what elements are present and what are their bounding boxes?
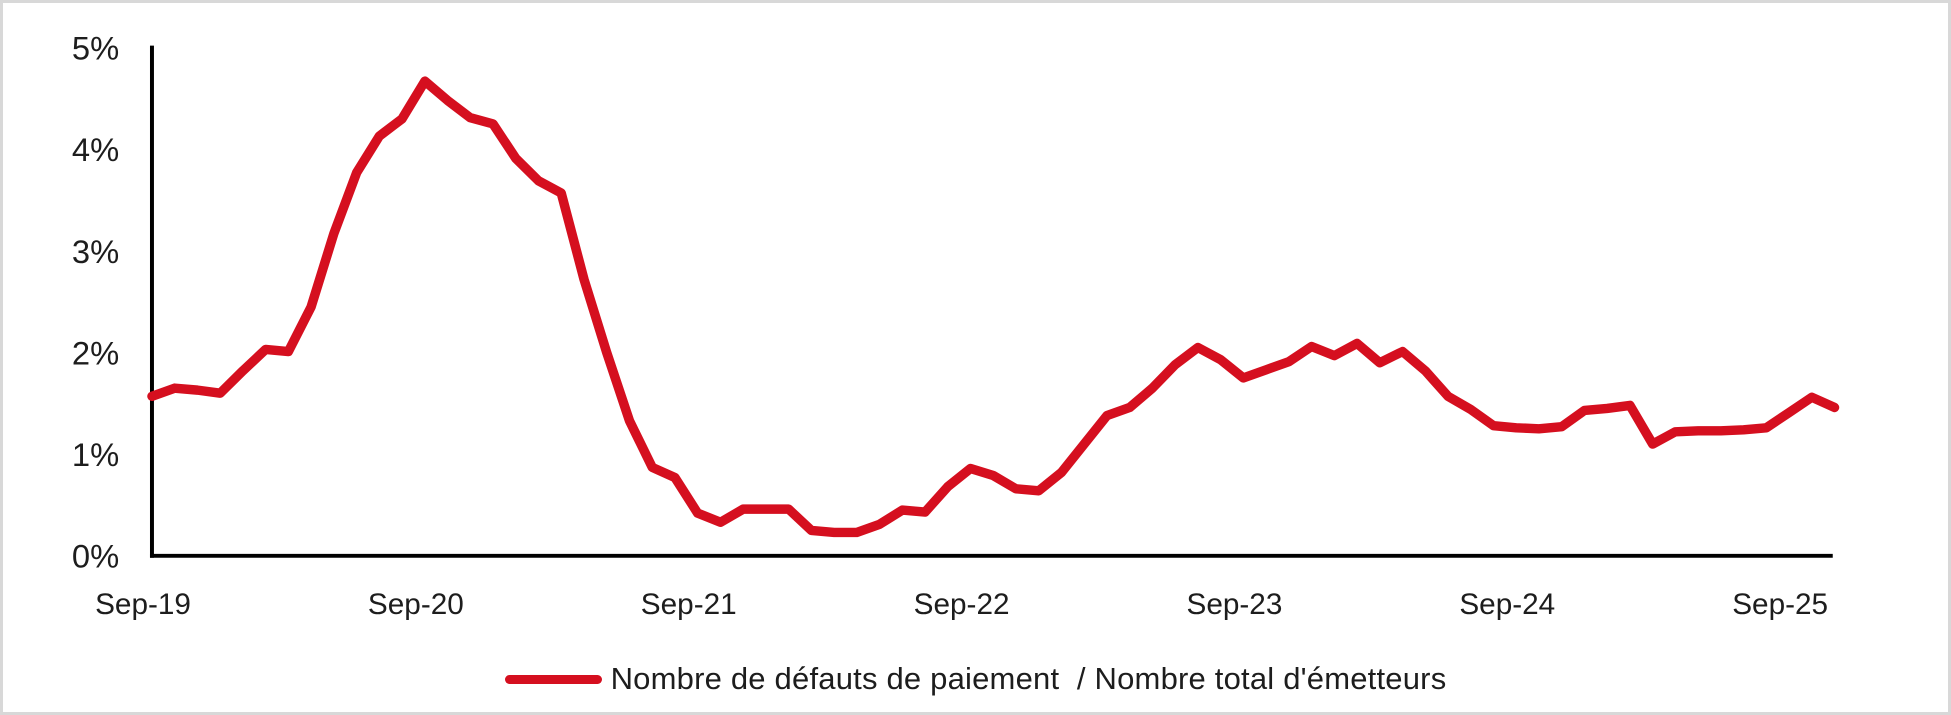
x-axis-tick-label: Sep-25 [1732, 588, 1828, 621]
x-axis-tick-label: Sep-20 [368, 588, 464, 621]
y-axis-tick-label: 5% [72, 30, 119, 67]
y-axis-tick-label: 0% [72, 538, 119, 575]
defaults-ratio-series-line [147, 76, 1840, 538]
y-axis-tick-label: 4% [72, 131, 119, 168]
x-axis-tick-label: Sep-19 [95, 588, 191, 621]
y-axis-tick-label: 1% [72, 436, 119, 473]
y-axis-tick-label: 2% [72, 334, 119, 371]
x-axis-tick-label: Sep-24 [1459, 588, 1555, 621]
defaults-ratio-line-chart: 0% 1% 2% 3% 4% 5% Sep-19 Sep-20 Sep-21 Sep-22 Sep-… [72, 30, 1840, 621]
x-axis-tick-label: Sep-23 [1187, 588, 1283, 621]
legend-label: Nombre de défauts de paiement / Nombre t… [610, 661, 1447, 696]
y-axis-tick-label: 3% [72, 233, 119, 270]
x-axis-tick-label: Sep-22 [914, 588, 1010, 621]
legend-line-swatch [504, 674, 602, 684]
x-axis-tick-label: Sep-21 [641, 588, 737, 621]
legend: Nombre de défauts de paiement / Nombre t… [3, 661, 1948, 697]
